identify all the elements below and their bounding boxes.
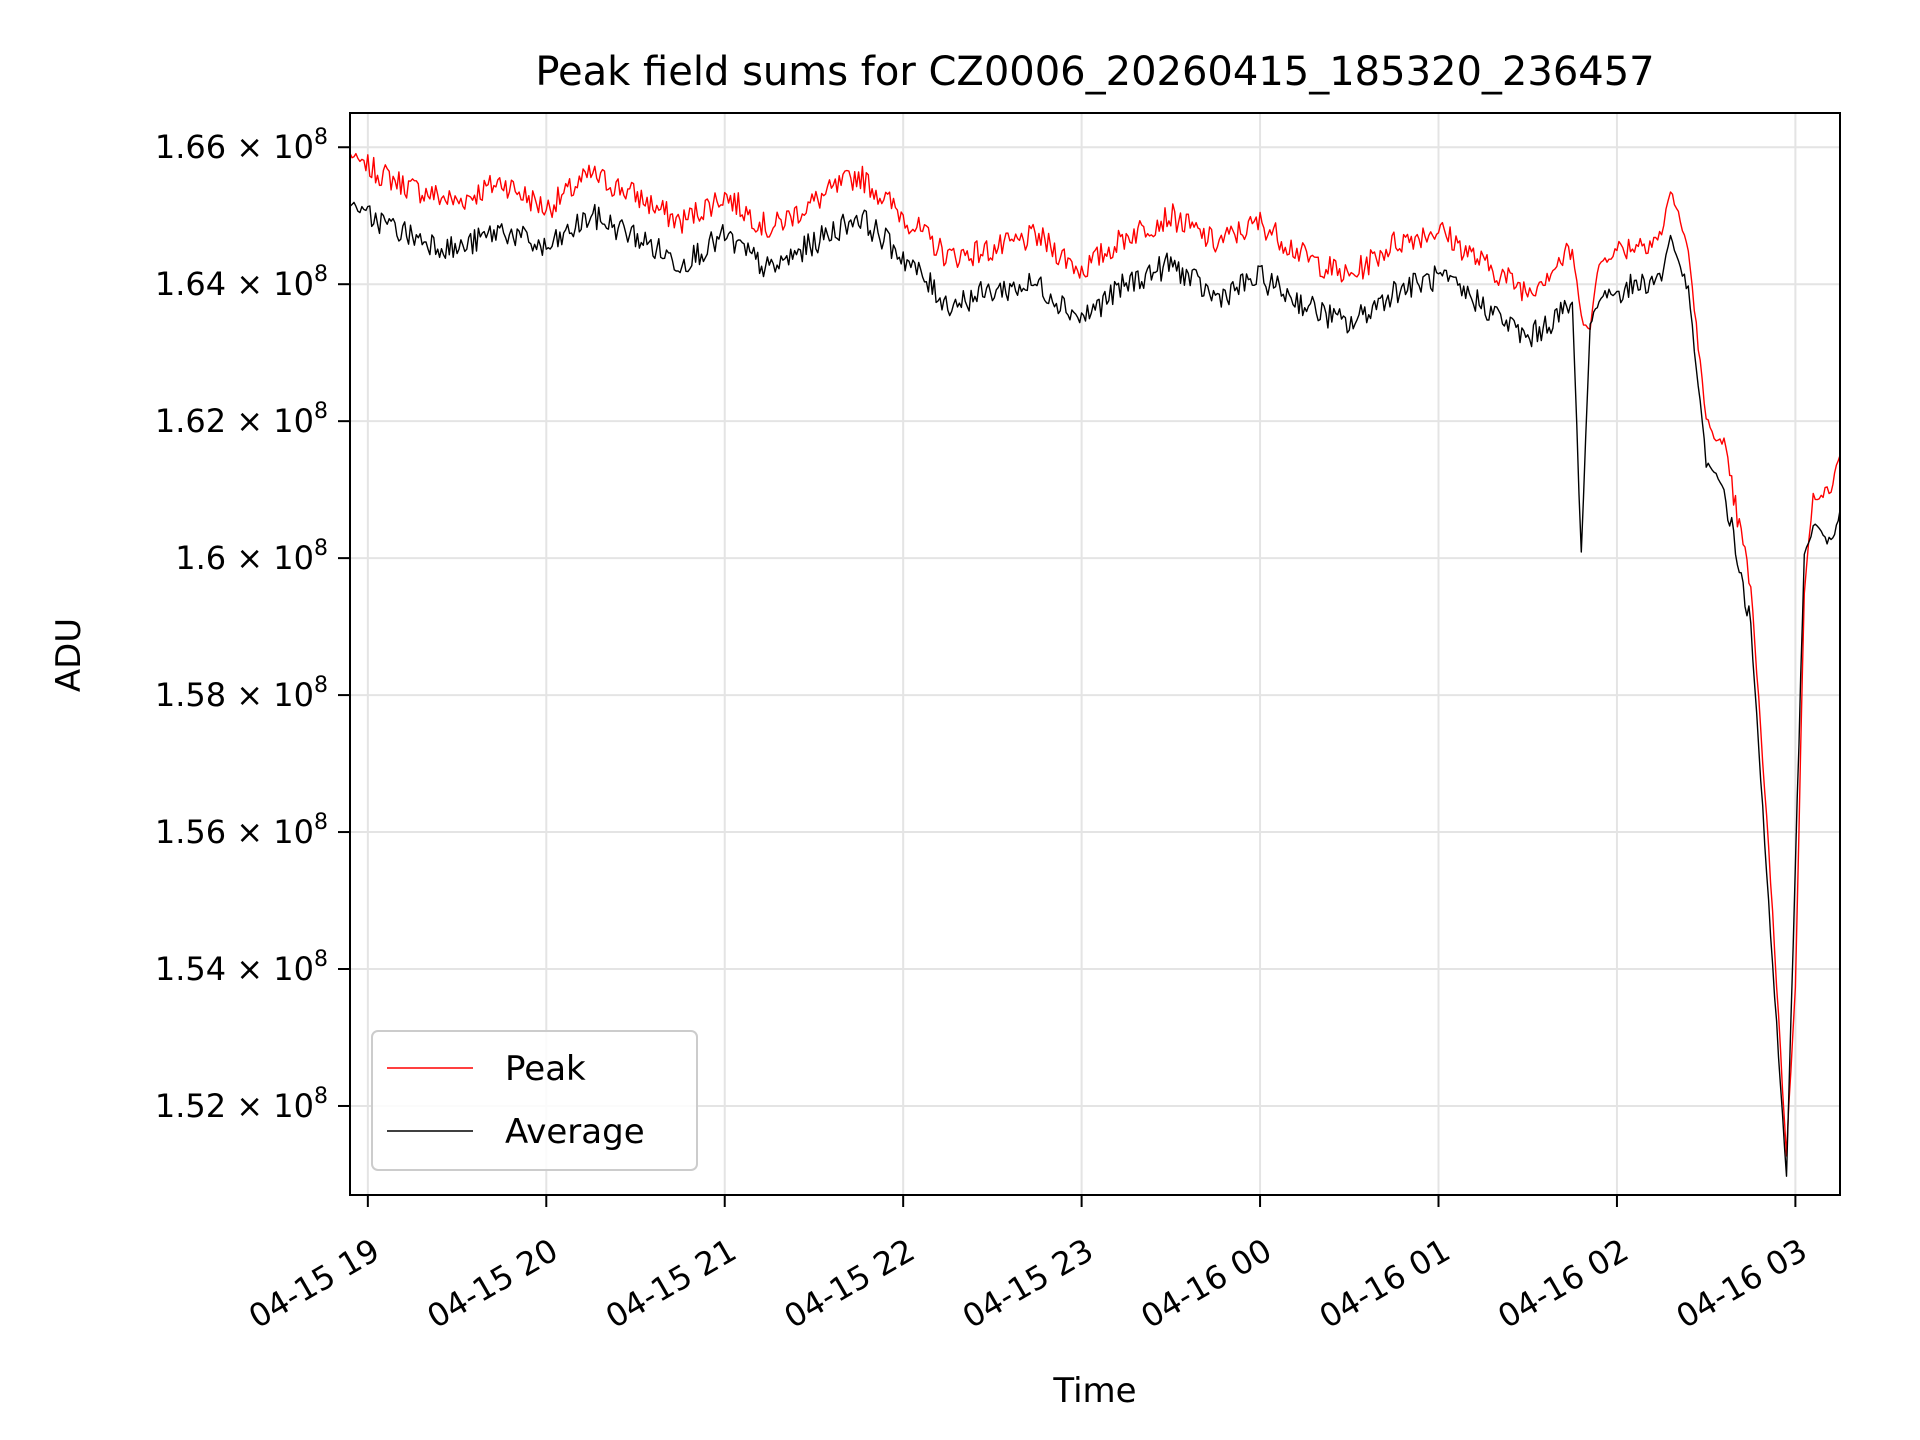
y-tick-label: 1.6 × 108 (175, 536, 328, 577)
y-tick-label: 1.64 × 108 (155, 262, 328, 303)
y-tick-label: 1.52 × 108 (155, 1084, 328, 1125)
plot-frame (349, 112, 1841, 1196)
y-tick-label: 1.56 × 108 (155, 810, 328, 851)
legend-label-peak: Peak (505, 1049, 586, 1089)
y-tick-label: 1.66 × 108 (155, 125, 328, 166)
grid-lines (350, 113, 1840, 1195)
chart-title: Peak field sums for CZ0006_20260415_1853… (535, 49, 1654, 95)
series-line-peak (350, 152, 1840, 1157)
y-tick-label: 1.54 × 108 (155, 947, 328, 988)
y-tick-label: 1.58 × 108 (155, 673, 328, 714)
y-axis-label: ADU (49, 618, 89, 692)
x-axis-label: Time (1052, 1371, 1136, 1411)
series-layer (350, 152, 1840, 1177)
legend-label-average: Average (505, 1112, 645, 1152)
y-tick-label: 1.62 × 108 (155, 399, 328, 440)
legend-box (371, 1030, 698, 1171)
y-axis-ticks: 1.52 × 108 1.54 × 108 1.56 × 108 1.58 × 108… (155, 125, 350, 1125)
legend: Peak Average (371, 1030, 698, 1171)
series-line-average (350, 201, 1840, 1177)
